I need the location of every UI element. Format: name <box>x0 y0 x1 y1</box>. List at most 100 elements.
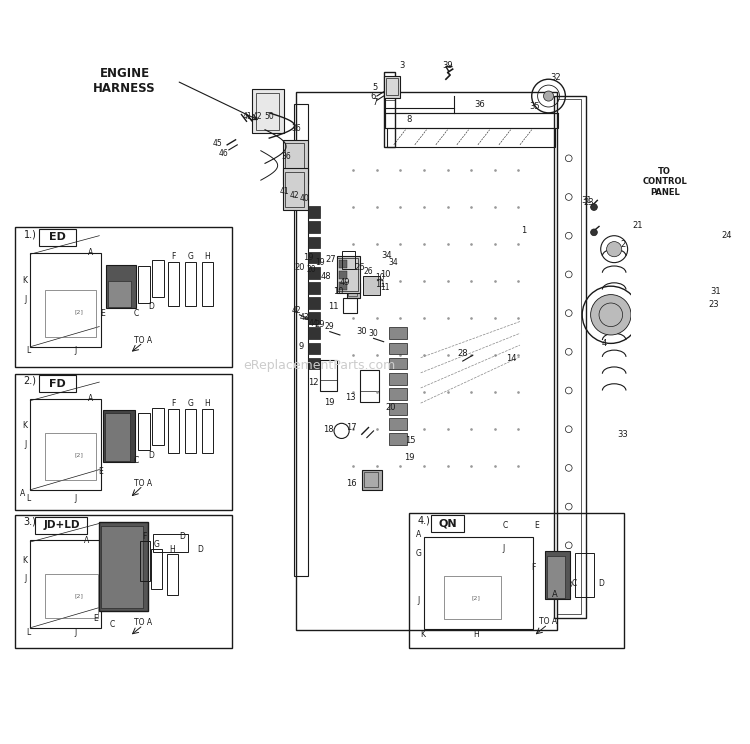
Bar <box>430 515 464 532</box>
Bar <box>362 469 382 490</box>
Bar <box>554 96 586 618</box>
Text: 18: 18 <box>322 425 334 434</box>
Bar <box>46 432 96 480</box>
Text: D: D <box>197 545 203 554</box>
Bar <box>339 260 347 268</box>
Text: 44: 44 <box>309 318 319 327</box>
Text: E: E <box>100 310 105 318</box>
Bar <box>575 553 594 597</box>
Bar <box>202 409 213 453</box>
Text: H: H <box>473 630 479 639</box>
Bar <box>30 252 101 347</box>
Text: 36: 36 <box>291 124 301 132</box>
Circle shape <box>590 204 597 211</box>
Bar <box>308 297 320 309</box>
Text: 36: 36 <box>474 100 485 109</box>
Text: L: L <box>26 346 31 355</box>
Text: 3.): 3.) <box>23 517 37 527</box>
Text: ED: ED <box>49 232 66 243</box>
Text: 7: 7 <box>373 98 378 107</box>
Text: 32: 32 <box>550 73 560 82</box>
Text: 20: 20 <box>294 263 304 272</box>
Bar <box>341 251 355 269</box>
Bar <box>308 312 320 324</box>
Text: F: F <box>142 531 147 541</box>
Text: 19: 19 <box>315 258 325 267</box>
Bar <box>308 251 320 263</box>
Bar <box>101 526 143 608</box>
Text: G: G <box>416 549 422 558</box>
Text: 42: 42 <box>290 190 299 200</box>
Bar <box>283 140 308 184</box>
Bar <box>387 128 555 147</box>
Text: J: J <box>24 295 26 304</box>
Bar <box>384 72 395 147</box>
Text: 34: 34 <box>388 258 398 267</box>
Text: 30: 30 <box>369 329 379 338</box>
Bar <box>152 408 164 445</box>
Text: TO
CONTROL
PANEL: TO CONTROL PANEL <box>642 167 687 196</box>
Text: A: A <box>88 248 94 257</box>
Text: 40: 40 <box>300 194 310 203</box>
Text: G: G <box>188 252 193 261</box>
Text: [2]: [2] <box>75 593 83 598</box>
Text: 6: 6 <box>370 92 376 100</box>
Text: A: A <box>84 536 89 545</box>
Text: eReplacementParts.com: eReplacementParts.com <box>244 359 396 372</box>
Bar <box>39 229 76 246</box>
Text: 10: 10 <box>333 286 344 295</box>
Text: 2: 2 <box>620 240 626 248</box>
Bar <box>339 271 347 278</box>
Bar <box>99 522 148 611</box>
Bar <box>346 283 360 298</box>
Bar <box>386 113 558 128</box>
Bar <box>285 143 304 180</box>
Text: G: G <box>154 539 160 548</box>
Bar <box>106 265 136 308</box>
Text: D: D <box>148 451 154 460</box>
Bar <box>308 342 320 354</box>
Text: QN: QN <box>438 519 457 528</box>
Text: 23: 23 <box>708 300 718 310</box>
Bar <box>547 556 566 598</box>
Text: C: C <box>134 310 139 318</box>
Bar <box>296 92 557 630</box>
Text: D: D <box>178 531 184 541</box>
Bar <box>30 540 101 628</box>
Text: TO A: TO A <box>134 336 152 344</box>
Bar <box>424 537 533 629</box>
Bar <box>344 298 357 313</box>
Bar <box>15 227 232 367</box>
Text: J: J <box>418 597 420 606</box>
Text: 14: 14 <box>506 354 517 363</box>
Bar <box>256 93 279 129</box>
Bar <box>253 89 284 133</box>
Bar <box>15 373 232 510</box>
Text: 15: 15 <box>405 437 416 446</box>
Circle shape <box>590 295 631 335</box>
Circle shape <box>718 303 725 310</box>
Text: 41: 41 <box>242 112 252 121</box>
Bar <box>152 260 164 297</box>
Bar <box>388 388 407 400</box>
Text: [2]: [2] <box>472 595 481 600</box>
Bar <box>388 342 407 354</box>
Bar <box>105 414 130 461</box>
Bar <box>153 533 188 552</box>
Text: 8: 8 <box>406 115 412 124</box>
Text: 19: 19 <box>404 453 414 462</box>
Text: K: K <box>22 556 28 565</box>
Text: 33: 33 <box>617 430 628 439</box>
Bar <box>308 267 320 278</box>
Bar <box>168 262 179 306</box>
Text: JD+LD: JD+LD <box>44 520 80 530</box>
Text: 10: 10 <box>376 273 385 282</box>
Text: 19: 19 <box>303 253 313 262</box>
Text: 34: 34 <box>382 251 392 260</box>
Bar <box>557 100 580 615</box>
Text: C: C <box>572 579 577 588</box>
Text: 26: 26 <box>355 263 365 272</box>
Text: J: J <box>24 440 26 449</box>
Text: 48: 48 <box>321 272 332 280</box>
Text: J: J <box>24 574 26 583</box>
